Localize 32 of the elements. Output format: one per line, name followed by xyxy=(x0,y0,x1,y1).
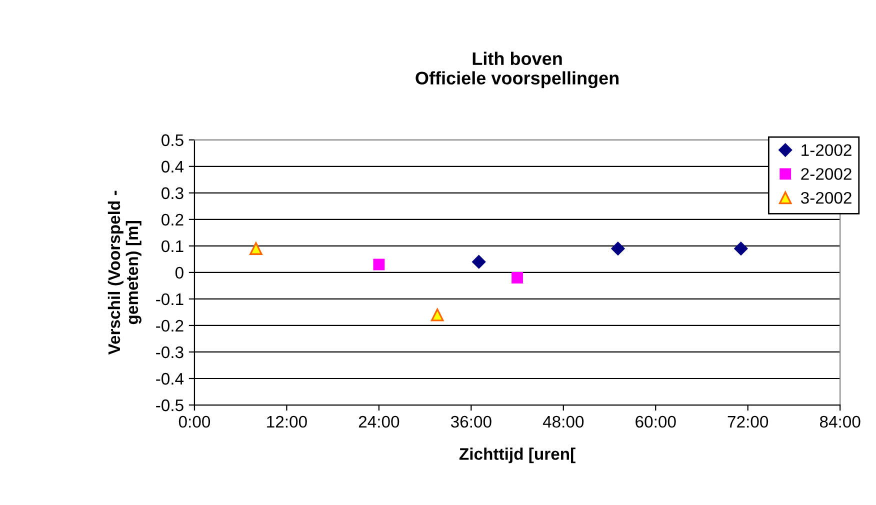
x-tick-label: 84:00 xyxy=(820,416,860,428)
x-tick-label: 48:00 xyxy=(542,416,584,428)
point xyxy=(512,272,523,284)
y-tick-label: -0.3 xyxy=(156,346,184,358)
y-axis-title: Verschil (Voorspeld - gemeten) [m] xyxy=(108,190,142,355)
chart-title: Lith boven Officiele voorspellingen xyxy=(416,52,619,88)
point xyxy=(472,255,486,269)
y-tick-label: 0.2 xyxy=(162,214,184,226)
point xyxy=(250,242,262,255)
legend-label: 2-2002 xyxy=(801,168,852,180)
y-tick-label: -0.5 xyxy=(156,399,184,412)
legend-label: 1-2002 xyxy=(802,144,852,156)
y-tick-label: 0.5 xyxy=(162,134,184,146)
x-axis-title: Zichttijd [uren[ xyxy=(459,448,576,464)
x-tick-label: 60:00 xyxy=(636,416,676,428)
y-tick-label: 0.4 xyxy=(162,160,184,173)
x-tick-label: 0:00 xyxy=(178,416,210,428)
point xyxy=(611,242,625,256)
point xyxy=(430,308,444,322)
y-tick-label: 0 xyxy=(175,266,184,279)
y-tick-label: -0.2 xyxy=(156,320,184,332)
point xyxy=(373,258,385,270)
x-tick-label: 12:00 xyxy=(267,416,307,428)
point xyxy=(734,242,748,256)
y-tick-label: -0.1 xyxy=(156,293,184,306)
x-tick-label: 36:00 xyxy=(450,416,492,428)
y-tick-label: 0.1 xyxy=(162,240,184,252)
legend-label: 3-2002 xyxy=(800,192,852,204)
x-tick-label: 24:00 xyxy=(358,416,400,428)
y-tick-label: 0.3 xyxy=(162,187,184,200)
y-tick-label: -0.4 xyxy=(156,372,184,385)
x-tick-label: 72:00 xyxy=(728,416,768,428)
